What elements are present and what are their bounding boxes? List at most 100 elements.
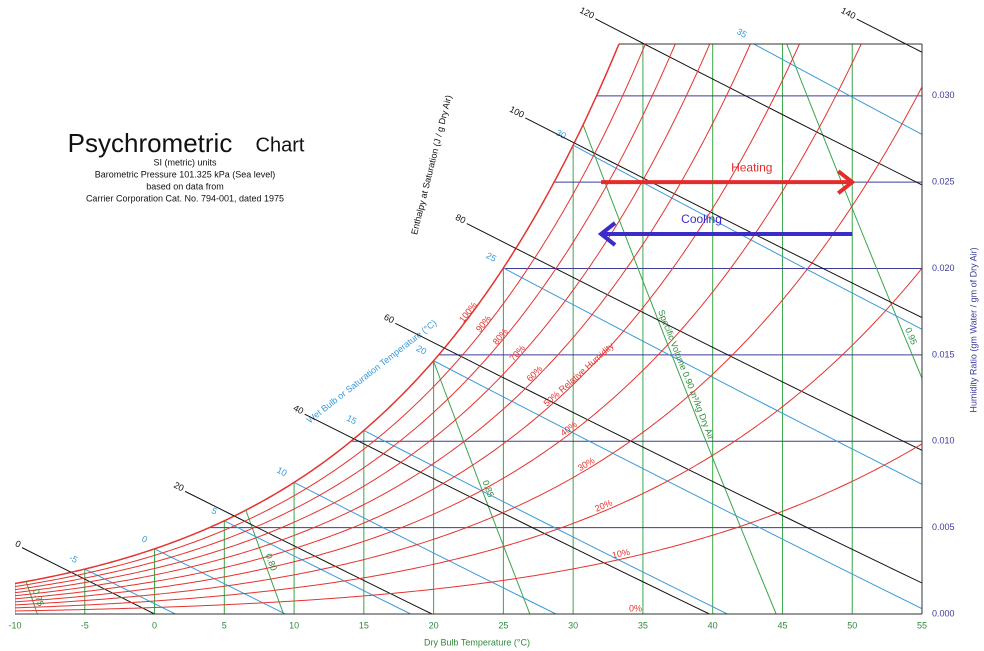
x-tick-label: 35 bbox=[638, 620, 648, 630]
relative-humidity-label: 40% bbox=[559, 419, 579, 438]
relative-humidity-label: 60% bbox=[525, 364, 545, 384]
subtitle-line: based on data from bbox=[146, 181, 224, 191]
wet-bulb-label: 20 bbox=[415, 343, 428, 356]
specific-volume-label: 0.85 bbox=[480, 479, 496, 499]
relative-humidity-curve bbox=[15, 443, 922, 612]
relative-humidity-curve bbox=[15, 267, 922, 609]
wet-bulb-line bbox=[503, 267, 922, 485]
wet-bulb-label: 15 bbox=[345, 413, 358, 426]
wet-bulb-label: 0 bbox=[140, 534, 149, 545]
relative-humidity-label: 90% bbox=[474, 314, 493, 334]
relative-humidity-curve bbox=[15, 44, 676, 591]
x-tick-label: 55 bbox=[917, 620, 927, 630]
relative-humidity-curve bbox=[15, 86, 922, 606]
y-tick-label: 0.000 bbox=[932, 608, 955, 618]
y-tick-label: 0.020 bbox=[932, 263, 955, 273]
enthalpy-extension bbox=[184, 490, 235, 517]
enthalpy-extension bbox=[856, 18, 907, 45]
enthalpy-axis-label: Enthalpy at Saturation (J / g Dry Air) bbox=[409, 94, 453, 236]
x-tick-label: 20 bbox=[429, 620, 439, 630]
relative-humidity-label: 80% bbox=[491, 326, 510, 346]
enthalpy-extension bbox=[395, 322, 445, 349]
relative-humidity-label: 0% bbox=[629, 603, 642, 613]
specific-volume-label: 0.95 bbox=[903, 326, 919, 346]
y-tick-label: 0.005 bbox=[932, 522, 955, 532]
wet-bulb-line bbox=[433, 360, 922, 610]
specific-volume-line bbox=[25, 581, 38, 614]
enthalpy-label: 40 bbox=[292, 403, 305, 416]
x-tick-label: 25 bbox=[498, 620, 508, 630]
wet-bulb-line bbox=[753, 44, 922, 135]
wet-bulb-axis-label: Wet Bulb or Saturation Temperature (°C) bbox=[305, 318, 439, 426]
process-label: Cooling bbox=[681, 212, 722, 226]
specific-volume-line bbox=[786, 44, 922, 380]
subtitle-line: Carrier Corporation Cat. No. 794-001, da… bbox=[86, 193, 284, 203]
wet-bulb-line bbox=[224, 520, 411, 614]
relative-humidity-curve bbox=[15, 44, 862, 603]
enthalpy-extension bbox=[21, 547, 72, 573]
wet-bulb-line bbox=[572, 144, 922, 330]
x-tick-label: 30 bbox=[568, 620, 578, 630]
enthalpy-line bbox=[515, 247, 922, 451]
enthalpy-extension bbox=[304, 413, 355, 440]
enthalpy-line bbox=[353, 438, 710, 614]
y-axis-label: Humidity Ratio (gm Water / gm of Dry Air… bbox=[968, 247, 978, 412]
x-tick-label: 45 bbox=[777, 620, 787, 630]
enthalpy-label: 20 bbox=[172, 480, 185, 493]
process-label: Heating bbox=[731, 160, 772, 174]
enthalpy-line bbox=[644, 44, 922, 186]
x-tick-label: 50 bbox=[847, 620, 857, 630]
wet-bulb-label: 5 bbox=[210, 506, 219, 517]
x-tick-label: 40 bbox=[708, 620, 718, 630]
x-tick-label: 5 bbox=[222, 620, 227, 630]
y-tick-label: 0.015 bbox=[932, 349, 955, 359]
y-tick-label: 0.025 bbox=[932, 177, 955, 187]
x-axis-label: Dry Bulb Temperature (°C) bbox=[424, 637, 530, 647]
wet-bulb-label: 25 bbox=[484, 250, 498, 264]
enthalpy-extension bbox=[525, 117, 575, 144]
specific-volume-line bbox=[582, 124, 777, 614]
chart-title: Psychrometric bbox=[68, 128, 233, 158]
enthalpy-label: 100 bbox=[508, 104, 526, 120]
relative-humidity-curve bbox=[15, 44, 711, 594]
enthalpy-label: 140 bbox=[839, 5, 857, 21]
enthalpy-label: 0 bbox=[14, 538, 23, 549]
arrow-head bbox=[836, 169, 856, 195]
specific-volume-line bbox=[433, 360, 531, 614]
specific-volume-line bbox=[245, 510, 285, 614]
enthalpy-extension bbox=[466, 223, 517, 249]
labels: -10 -5 0 5 10 15 20 25 30 35 40 45 50 550.0000.0050.0… bbox=[8, 5, 954, 630]
enthalpy-label: 60 bbox=[382, 312, 395, 325]
relative-humidity-label: 70% bbox=[508, 343, 527, 363]
relative-humidity-curve bbox=[15, 44, 646, 588]
relative-humidity-curve bbox=[15, 44, 620, 585]
enthalpy-label: 120 bbox=[578, 5, 596, 21]
subtitle-line: Barometric Pressure 101.325 kPa (Sea lev… bbox=[95, 169, 276, 179]
enthalpy-label: 80 bbox=[454, 212, 467, 225]
relative-humidity-curve bbox=[15, 44, 800, 600]
x-tick-label: 0 bbox=[152, 620, 157, 630]
x-tick-label: -5 bbox=[81, 620, 89, 630]
enthalpy-line bbox=[234, 515, 433, 614]
specific-volume-label: 0.80 bbox=[264, 552, 279, 572]
enthalpy-extension bbox=[595, 18, 645, 45]
relative-humidity-label: 10% bbox=[611, 547, 631, 561]
wet-bulb-label: -5 bbox=[68, 552, 80, 565]
plot-area bbox=[15, 44, 922, 614]
x-tick-label: 15 bbox=[359, 620, 369, 630]
y-tick-label: 0.030 bbox=[932, 90, 955, 100]
wet-bulb-label: 35 bbox=[735, 26, 749, 40]
arrow-head bbox=[597, 221, 617, 247]
y-tick-label: 0.010 bbox=[932, 436, 955, 446]
chart-title-suffix: Chart bbox=[256, 134, 305, 156]
relative-humidity-label: 50% Relative Humidity bbox=[542, 340, 617, 408]
wet-bulb-line bbox=[363, 430, 728, 614]
relative-humidity-label: 100% bbox=[457, 300, 479, 324]
subtitle-line: SI (metric) units bbox=[153, 157, 217, 167]
x-tick-label: -10 bbox=[8, 620, 21, 630]
wet-bulb-label: 10 bbox=[275, 465, 288, 478]
relative-humidity-curve bbox=[15, 44, 751, 597]
x-tick-label: 10 bbox=[289, 620, 299, 630]
enthalpy-line bbox=[905, 44, 922, 53]
